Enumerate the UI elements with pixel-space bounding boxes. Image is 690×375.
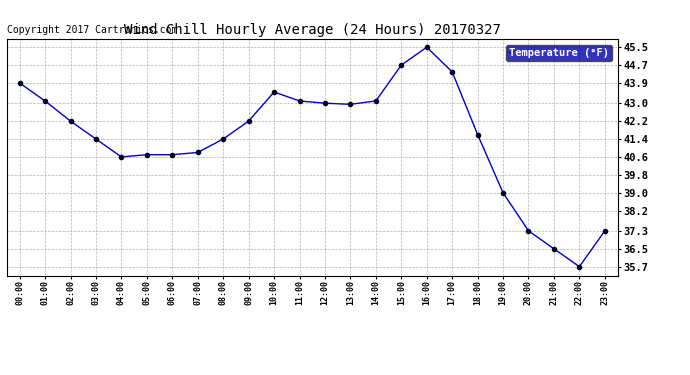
Legend: Temperature (°F): Temperature (°F) — [506, 45, 612, 61]
Title: Wind Chill Hourly Average (24 Hours) 20170327: Wind Chill Hourly Average (24 Hours) 201… — [124, 23, 501, 37]
Text: Copyright 2017 Cartronics.com: Copyright 2017 Cartronics.com — [7, 25, 177, 34]
